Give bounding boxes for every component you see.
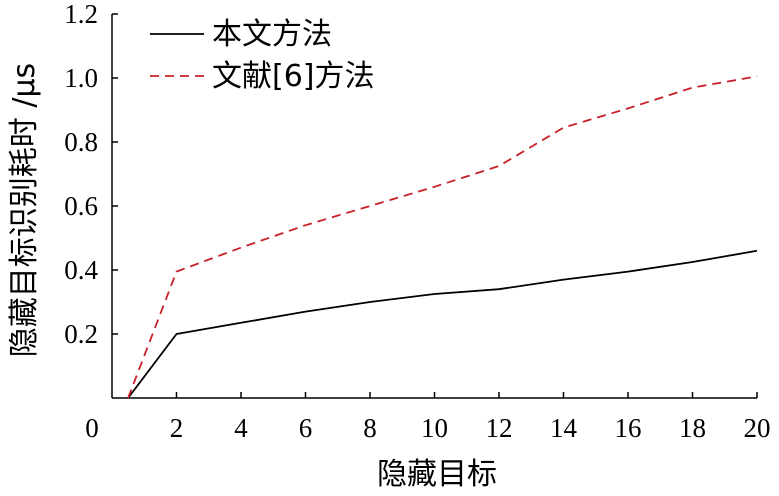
y-tick-label: 0.8 — [64, 127, 98, 157]
x-tick-label: 18 — [679, 413, 706, 443]
series-layer — [127, 75, 758, 399]
x-tick-label: 14 — [550, 413, 578, 443]
x-tick-label: 10 — [421, 413, 448, 443]
series-line-1 — [127, 249, 758, 399]
x-tick-label: 4 — [234, 413, 248, 443]
y-tick-label: 0.2 — [64, 319, 98, 349]
x-tick-label: 12 — [486, 413, 513, 443]
y-axis-title: 隐藏目标识别耗时 /μs — [7, 63, 42, 357]
y-tick-label: 0.6 — [64, 191, 98, 221]
x-axis-title: 隐藏目标 — [377, 457, 497, 492]
legend-label-1: 本文方法 — [212, 17, 332, 52]
x-tick-label: 20 — [744, 413, 771, 443]
x-tick-label: 6 — [299, 413, 313, 443]
x-tick-label: 2 — [170, 413, 184, 443]
x-tick-label: 16 — [615, 413, 642, 443]
series-line-2 — [127, 75, 758, 399]
y-tick-label: 1.2 — [64, 0, 98, 29]
x-tick-label: 8 — [363, 413, 377, 443]
y-tick-label: 1.0 — [64, 63, 98, 93]
x-tick-label: 0 — [85, 413, 99, 443]
legend-label-2: 文献[6]方法 — [212, 59, 375, 94]
axes: 0 2 4 6 8 10 12 14 16 18 20 0.2 0.4 0.6 0.8 1.0 1.2 — [64, 0, 770, 443]
y-tick-label: 0.4 — [64, 255, 98, 285]
